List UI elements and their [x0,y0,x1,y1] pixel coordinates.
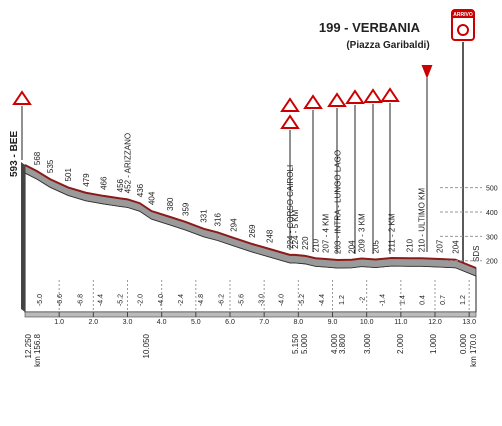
gradient-label: -6.2 [218,294,225,306]
profile-side [21,162,25,312]
elevation-label: 224 - 5 KM [291,209,300,248]
x-tick-label: 1.0 [54,319,64,326]
elevation-label: 203 - INTRA - LUNGO LAGO [334,150,343,254]
to-finish-label: 2.000 [396,333,405,354]
to-finish-label: 5.150 [291,333,300,354]
to-finish-label: 0.000 [459,333,468,354]
to-finish-label: 12.250 [24,333,33,358]
elevation-label: 204 [348,240,357,254]
y-tick-label: 500 [486,186,498,193]
elevation-label: 205 [372,240,381,254]
profile-line [24,164,477,269]
elevation-label: 535 [46,159,55,173]
chart-title: 199 - VERBANIA [319,20,421,35]
elevation-label: SDS [472,246,481,262]
elevation-label: 207 - 4 KM [322,214,331,253]
x-tick-label: 4.0 [157,319,167,326]
y-tick-label: 200 [486,259,498,266]
gradient-label: -5.6 [238,294,245,306]
gradient-label: 1.4 [400,295,407,305]
x-tick-label: 7.0 [259,319,269,326]
gradient-label: -5.2 [118,294,125,306]
elevation-label: 593 - BEE [9,131,20,177]
elevation-label: 501 [64,168,73,182]
elevation-label: 207 [435,239,444,253]
gradient-label: 0.4 [420,295,427,305]
to-finish-label: 4.000 [330,333,339,354]
elevation-label: 269 [248,224,257,238]
chart-subtitle: (Piazza Garibaldi) [346,40,429,51]
to-finish-label: 1.000 [429,333,438,354]
gradient-label: -5.2 [299,294,306,306]
x-tick-label: 3.0 [123,319,133,326]
gradient-label: 1.2 [339,295,346,305]
gradient-label: -4.8 [198,294,205,306]
gradient-label: -5.0 [37,294,44,306]
to-finish-label: 5.000 [300,333,309,354]
elevation-label: 436 [136,183,145,197]
finish-sign: ARRIVO [453,12,473,18]
elevation-label: 452 - ARIZZANO [124,133,133,193]
elevation-label: 466 [100,176,109,190]
elevation-label: 568 [33,151,42,165]
gradient-label: -2 [359,297,366,303]
elevation-label: 224 - CORSO CAIROLI [286,165,295,249]
elevation-label: 210 - ULTIMO KM [417,188,426,253]
elevation-label: 294 [229,218,238,232]
gradient-label: -4.4 [97,294,104,306]
x-tick-label: 13.0 [462,319,476,326]
gradient-label: -3.0 [259,294,266,306]
elevation-label: 404 [147,191,156,205]
elevation-label: 209 - 3 KM [358,213,367,252]
elevation-label: 316 [214,213,223,227]
elevation-label: 210 [311,238,320,252]
elevation-label: 210 [405,238,414,252]
gradient-label: -4.0 [158,294,165,306]
elevation-label: 204 [452,240,461,254]
x-tick-label: 5.0 [191,319,201,326]
y-tick-label: 300 [486,234,498,241]
elevation-label: 380 [166,197,175,211]
elevation-label: 359 [182,202,191,216]
x-tick-label: 12.0 [428,319,442,326]
x-tick-label: 9.0 [328,319,338,326]
to-finish-label: 3.800 [338,333,347,354]
x-tick-label: 2.0 [88,319,98,326]
x-tick-label: 6.0 [225,319,235,326]
gradient-label: -1.4 [379,294,386,306]
x-tick-label: 8.0 [293,319,303,326]
km-ruler [24,311,477,318]
gradient-label: -6.6 [57,294,64,306]
gradient-label: -2.4 [178,294,185,306]
elevation-label: 220 [301,236,310,250]
y-tick-label: 400 [486,210,498,217]
x-tick-label: 11.0 [394,319,407,326]
warning-icons [12,65,433,254]
elevation-label: 211 - 2 KM [388,213,397,252]
elevation-label: 331 [200,209,209,223]
end-km: km 170.0 [469,333,478,366]
to-finish-label: 10.050 [142,333,151,358]
gradient-label: -4.4 [319,294,326,306]
gradient-label: -2.0 [138,294,145,306]
gradient-label: -6.8 [77,294,84,306]
x-tick-label: 10.0 [360,319,374,326]
elevation-label: 479 [82,173,91,187]
elevation-label: 248 [266,229,275,243]
gradient-label: 1.2 [460,295,467,305]
gradient-label: -4.0 [279,294,286,306]
finish-icon [451,9,475,262]
start-km: km 156.8 [33,333,42,366]
elevation-label: 456 [116,178,125,192]
gradient-label: 0.7 [440,295,447,305]
to-finish-label: 3.000 [363,333,372,354]
